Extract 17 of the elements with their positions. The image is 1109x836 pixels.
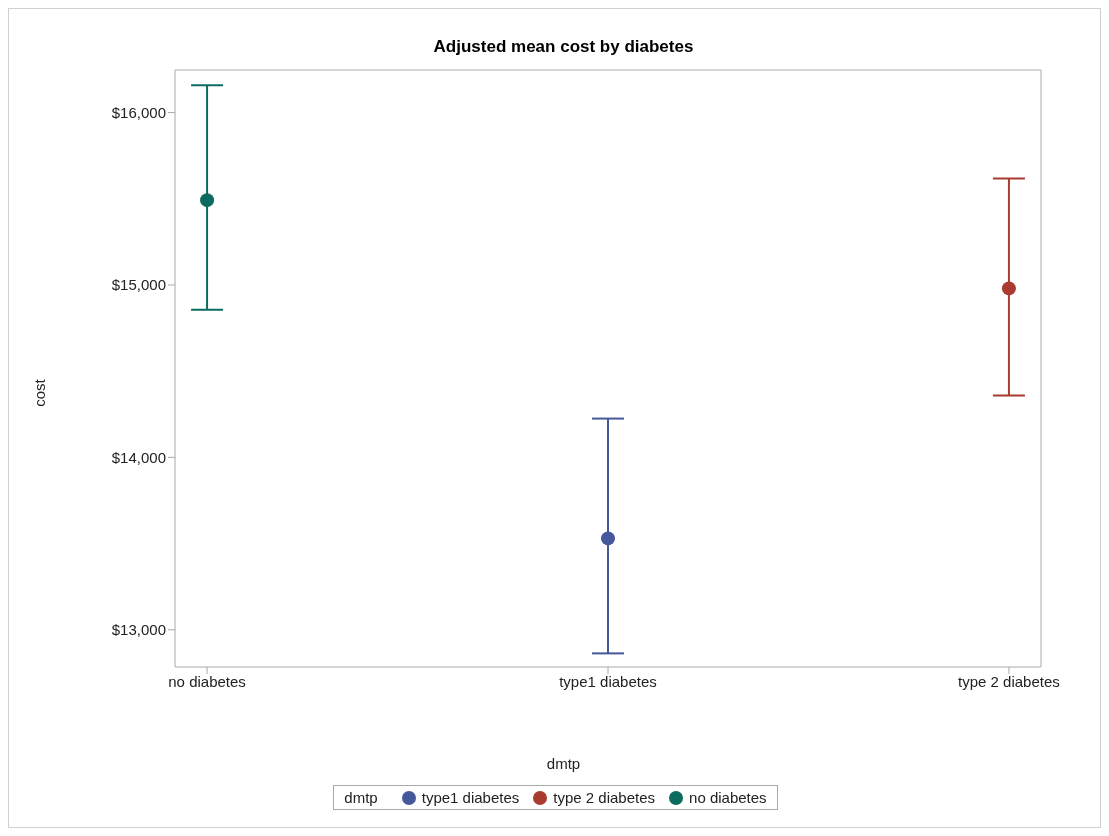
chart-title: Adjusted mean cost by diabetes: [432, 37, 695, 57]
x-tick-label: type 2 diabetes: [958, 672, 1060, 690]
point: [1001, 281, 1016, 296]
x-axis-title: dmtp: [545, 755, 582, 772]
legend-label: type1 diabetes: [421, 789, 520, 806]
y-axis-title: cost: [30, 379, 48, 407]
y-tick-label: $14,000: [111, 448, 166, 466]
y-tick-label: $13,000: [111, 621, 166, 639]
x-tick-label: no diabetes: [168, 672, 246, 690]
legend-label: type 2 diabetes: [553, 789, 656, 806]
x-tick-label: type1 diabetes: [559, 672, 657, 690]
y-tick-label: $16,000: [111, 103, 166, 121]
point: [200, 193, 215, 208]
point: [601, 531, 615, 546]
y-tick-label: $15,000: [111, 276, 166, 294]
legend-title: dmtp: [344, 789, 378, 806]
legend-label: no diabetes: [689, 789, 767, 806]
